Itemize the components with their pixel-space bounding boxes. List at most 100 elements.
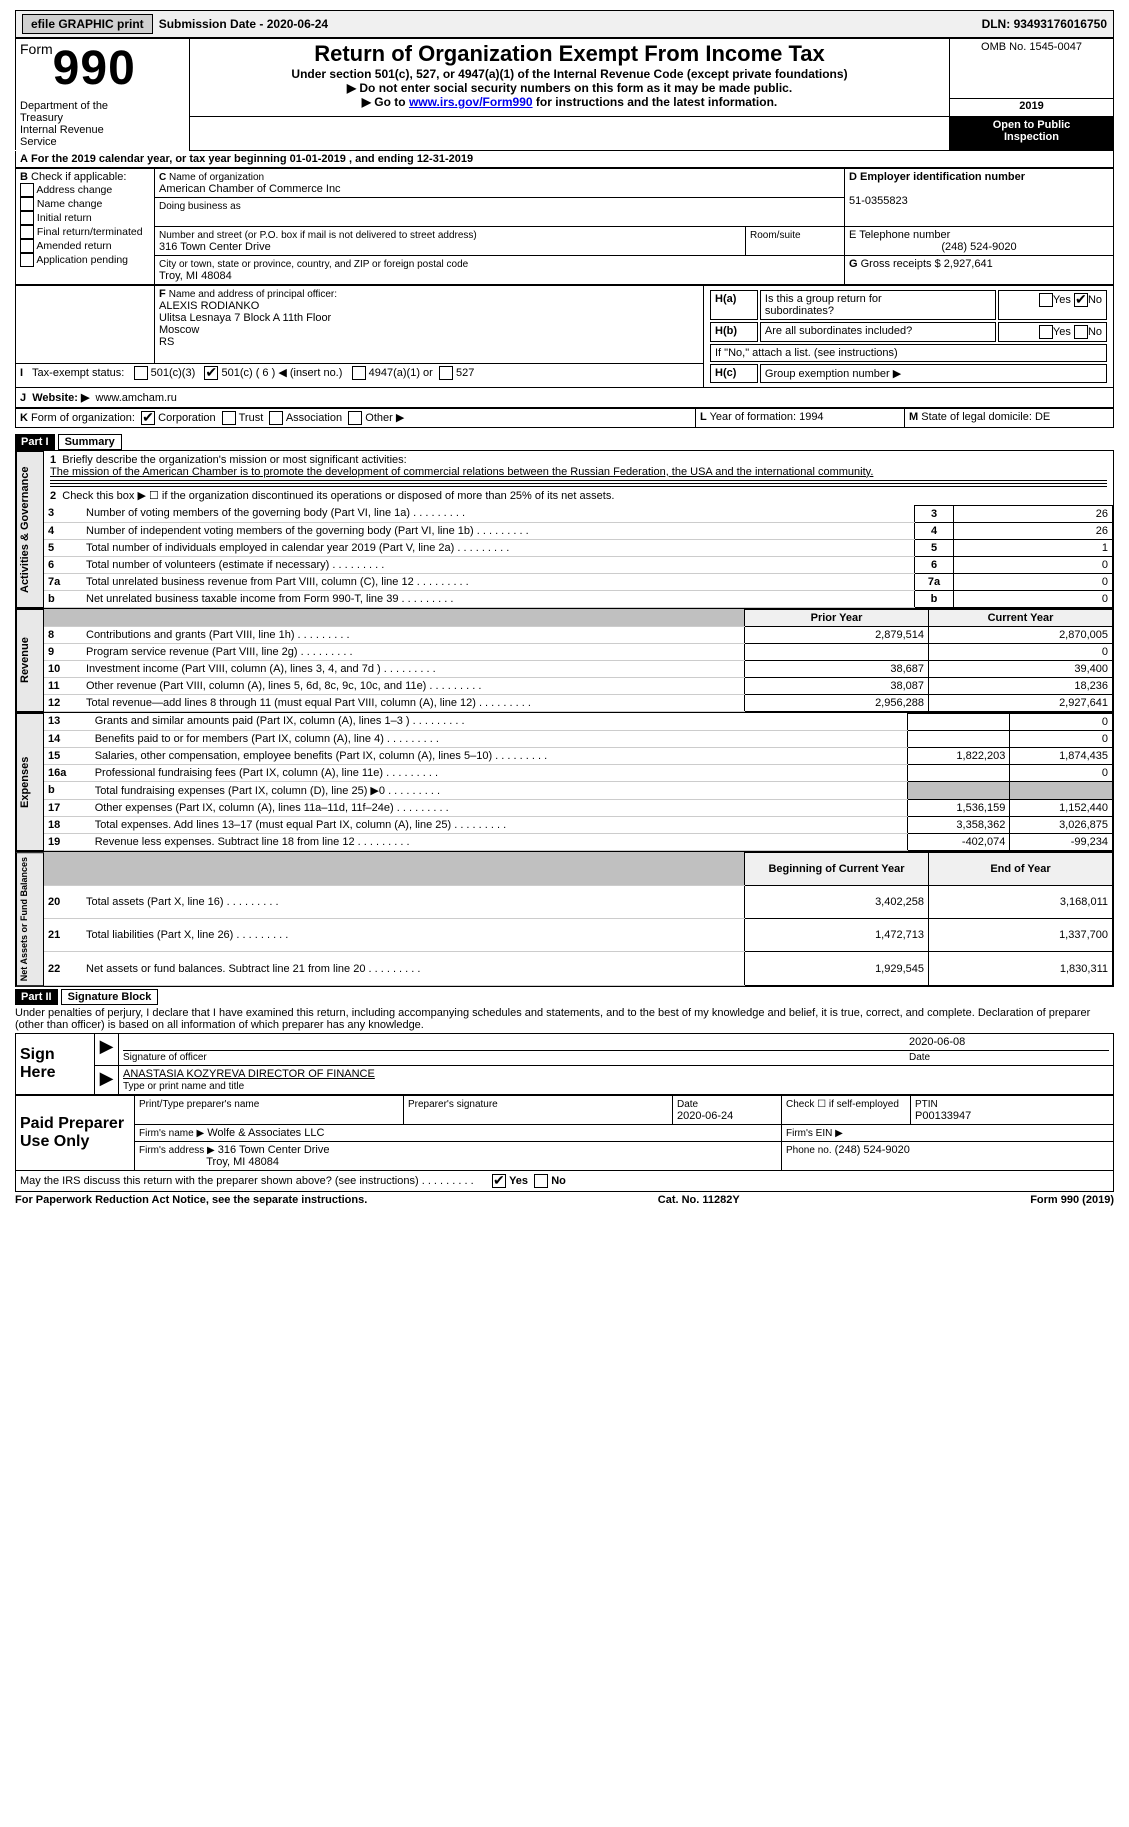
- summary-row: 13Grants and similar amounts paid (Part …: [44, 713, 1113, 730]
- sub-label: Submission Date -: [159, 17, 267, 31]
- i-501c-cb[interactable]: [204, 366, 218, 380]
- prep-sig-label: Preparer's signature: [408, 1099, 498, 1110]
- dept-line1: Department of the: [20, 100, 185, 112]
- part2-bar: Part II: [15, 989, 58, 1005]
- city-label: City or town, state or province, country…: [159, 259, 468, 270]
- header-table: Form990 Return of Organization Exempt Fr…: [15, 38, 1114, 151]
- op1: Open to Public: [993, 119, 1071, 131]
- boxJ-label: Website: ▶: [32, 392, 89, 404]
- boxB-item: Name change: [20, 197, 150, 211]
- ha-no[interactable]: [1074, 293, 1088, 307]
- boxB-check[interactable]: [20, 239, 34, 253]
- dept-line2: Treasury: [20, 112, 185, 124]
- boxL-label: Year of formation:: [710, 411, 796, 423]
- boxM-label: State of legal domicile:: [921, 411, 1032, 423]
- paid-preparer: Paid Preparer Use Only: [16, 1095, 135, 1170]
- summary-row: 4Number of independent voting members of…: [44, 522, 1113, 539]
- firm-name: Wolfe & Associates LLC: [207, 1127, 324, 1139]
- footer-mid: Cat. No. 11282Y: [658, 1194, 740, 1206]
- l2-pre: Go to: [374, 95, 409, 109]
- k-corp[interactable]: [141, 411, 155, 425]
- boxB-check[interactable]: [20, 225, 34, 239]
- summary-row: 12Total revenue—add lines 8 through 11 (…: [44, 694, 1113, 711]
- summary-row: 18Total expenses. Add lines 13–17 (must …: [44, 816, 1113, 833]
- boxG-label: Gross receipts $: [861, 258, 941, 270]
- hb-yes[interactable]: [1039, 325, 1053, 339]
- sig-date-val: 2020-06-08: [909, 1036, 1109, 1050]
- gross-receipts: 2,927,641: [944, 258, 993, 270]
- summary-row: 8Contributions and grants (Part VIII, li…: [44, 626, 1113, 643]
- summary-row: 22Net assets or fund balances. Subtract …: [44, 952, 1113, 985]
- officer-l2: Ulitsa Lesnaya 7 Block A 11th Floor: [159, 312, 331, 324]
- top-bar: efile GRAPHIC print Submission Date - 20…: [15, 10, 1114, 38]
- org-name: American Chamber of Commerce Inc: [159, 183, 341, 195]
- i-o4: 527: [456, 367, 474, 379]
- boxE-label: E Telephone number: [849, 229, 950, 241]
- boxJ: J Website: ▶ www.amcham.ru: [15, 388, 1114, 408]
- footer-right: Form 990 (2019): [1030, 1194, 1114, 1206]
- firm-addr2: Troy, MI 48084: [206, 1156, 279, 1168]
- boxB-check[interactable]: [20, 253, 34, 267]
- preparer-table: Paid Preparer Use Only Print/Type prepar…: [15, 1095, 1114, 1171]
- boxB-item: Final return/terminated: [20, 225, 150, 239]
- officer-name: ANASTASIA KOZYREVA DIRECTOR OF FINANCE: [123, 1068, 375, 1080]
- sign-here-table: Sign Here ▶ Signature of officer 2020-06…: [15, 1033, 1114, 1095]
- k-assoc[interactable]: [269, 411, 283, 425]
- summary-row: 15Salaries, other compensation, employee…: [44, 747, 1113, 764]
- firm-phone-label: Phone no.: [786, 1145, 832, 1156]
- officer-l4: RS: [159, 336, 174, 348]
- summary-row: 3Number of voting members of the governi…: [44, 505, 1113, 522]
- side-activities: Activities & Governance: [16, 451, 44, 608]
- efile-button[interactable]: efile GRAPHIC print: [22, 14, 153, 34]
- l2-post: for instructions and the latest informat…: [536, 95, 777, 109]
- prep-name-label: Print/Type preparer's name: [139, 1099, 259, 1110]
- no-label: No: [551, 1175, 566, 1187]
- boxB-check[interactable]: [20, 183, 34, 197]
- part1-bar: Part I: [15, 434, 55, 450]
- tax-year: 2019: [950, 98, 1114, 116]
- main-title: Return of Organization Exempt From Incom…: [194, 41, 945, 67]
- i-501c3-cb[interactable]: [134, 366, 148, 380]
- boxB-check[interactable]: [20, 197, 34, 211]
- subtitle: Under section 501(c), 527, or 4947(a)(1)…: [194, 67, 945, 81]
- k-o4: Other ▶: [365, 412, 404, 424]
- boxK-label: Form of organization:: [31, 412, 135, 424]
- i-4947-cb[interactable]: [352, 366, 366, 380]
- dln-value: 93493176016750: [1014, 17, 1107, 31]
- form-number: 990: [53, 42, 136, 95]
- discuss-text: May the IRS discuss this return with the…: [20, 1175, 419, 1187]
- pa-pre: For the 2019 calendar year, or tax year …: [31, 153, 290, 165]
- i-o2: 501(c) ( 6 ) ◀ (insert no.): [221, 367, 342, 379]
- ha2: subordinates?: [765, 305, 834, 317]
- i-527-cb[interactable]: [439, 366, 453, 380]
- i-o1: 501(c)(3): [151, 367, 196, 379]
- p1-l2: Check this box ▶ ☐ if the organization d…: [62, 490, 614, 502]
- dln-label: DLN:: [982, 17, 1014, 31]
- k-other[interactable]: [348, 411, 362, 425]
- dept-line4: Service: [20, 136, 185, 148]
- i-o3: 4947(a)(1) or: [369, 367, 433, 379]
- k-o1: Corporation: [158, 412, 215, 424]
- prep-date-label: Date: [677, 1099, 698, 1110]
- declaration: Under penalties of perjury, I declare th…: [15, 1005, 1114, 1033]
- klm-table: K Form of organization: Corporation Trus…: [15, 408, 1114, 428]
- summary-row: 9Program service revenue (Part VIII, lin…: [44, 643, 1113, 660]
- hb-no[interactable]: [1074, 325, 1088, 339]
- boxB-item: Initial return: [20, 211, 150, 225]
- firm-addr-label: Firm's address ▶: [139, 1145, 215, 1156]
- k-o2: Trust: [239, 412, 264, 424]
- discuss-row: May the IRS discuss this return with the…: [15, 1171, 1114, 1192]
- dept-line3: Internal Revenue: [20, 124, 185, 136]
- omb: OMB No. 1545-0047: [950, 39, 1114, 99]
- discuss-yes[interactable]: [492, 1174, 506, 1188]
- discuss-no[interactable]: [534, 1174, 548, 1188]
- irs-link[interactable]: www.irs.gov/Form990: [409, 95, 533, 109]
- k-trust[interactable]: [222, 411, 236, 425]
- ha: Is this a group return for: [765, 293, 882, 305]
- summary-row: 5Total number of individuals employed in…: [44, 539, 1113, 556]
- boxB-check[interactable]: [20, 211, 34, 225]
- ha-yes[interactable]: [1039, 293, 1053, 307]
- col-header: Beginning of Current YearEnd of Year: [44, 852, 1113, 885]
- summary-row: 7aTotal unrelated business revenue from …: [44, 573, 1113, 590]
- self-emp: Check ☐ if self-employed: [786, 1099, 899, 1110]
